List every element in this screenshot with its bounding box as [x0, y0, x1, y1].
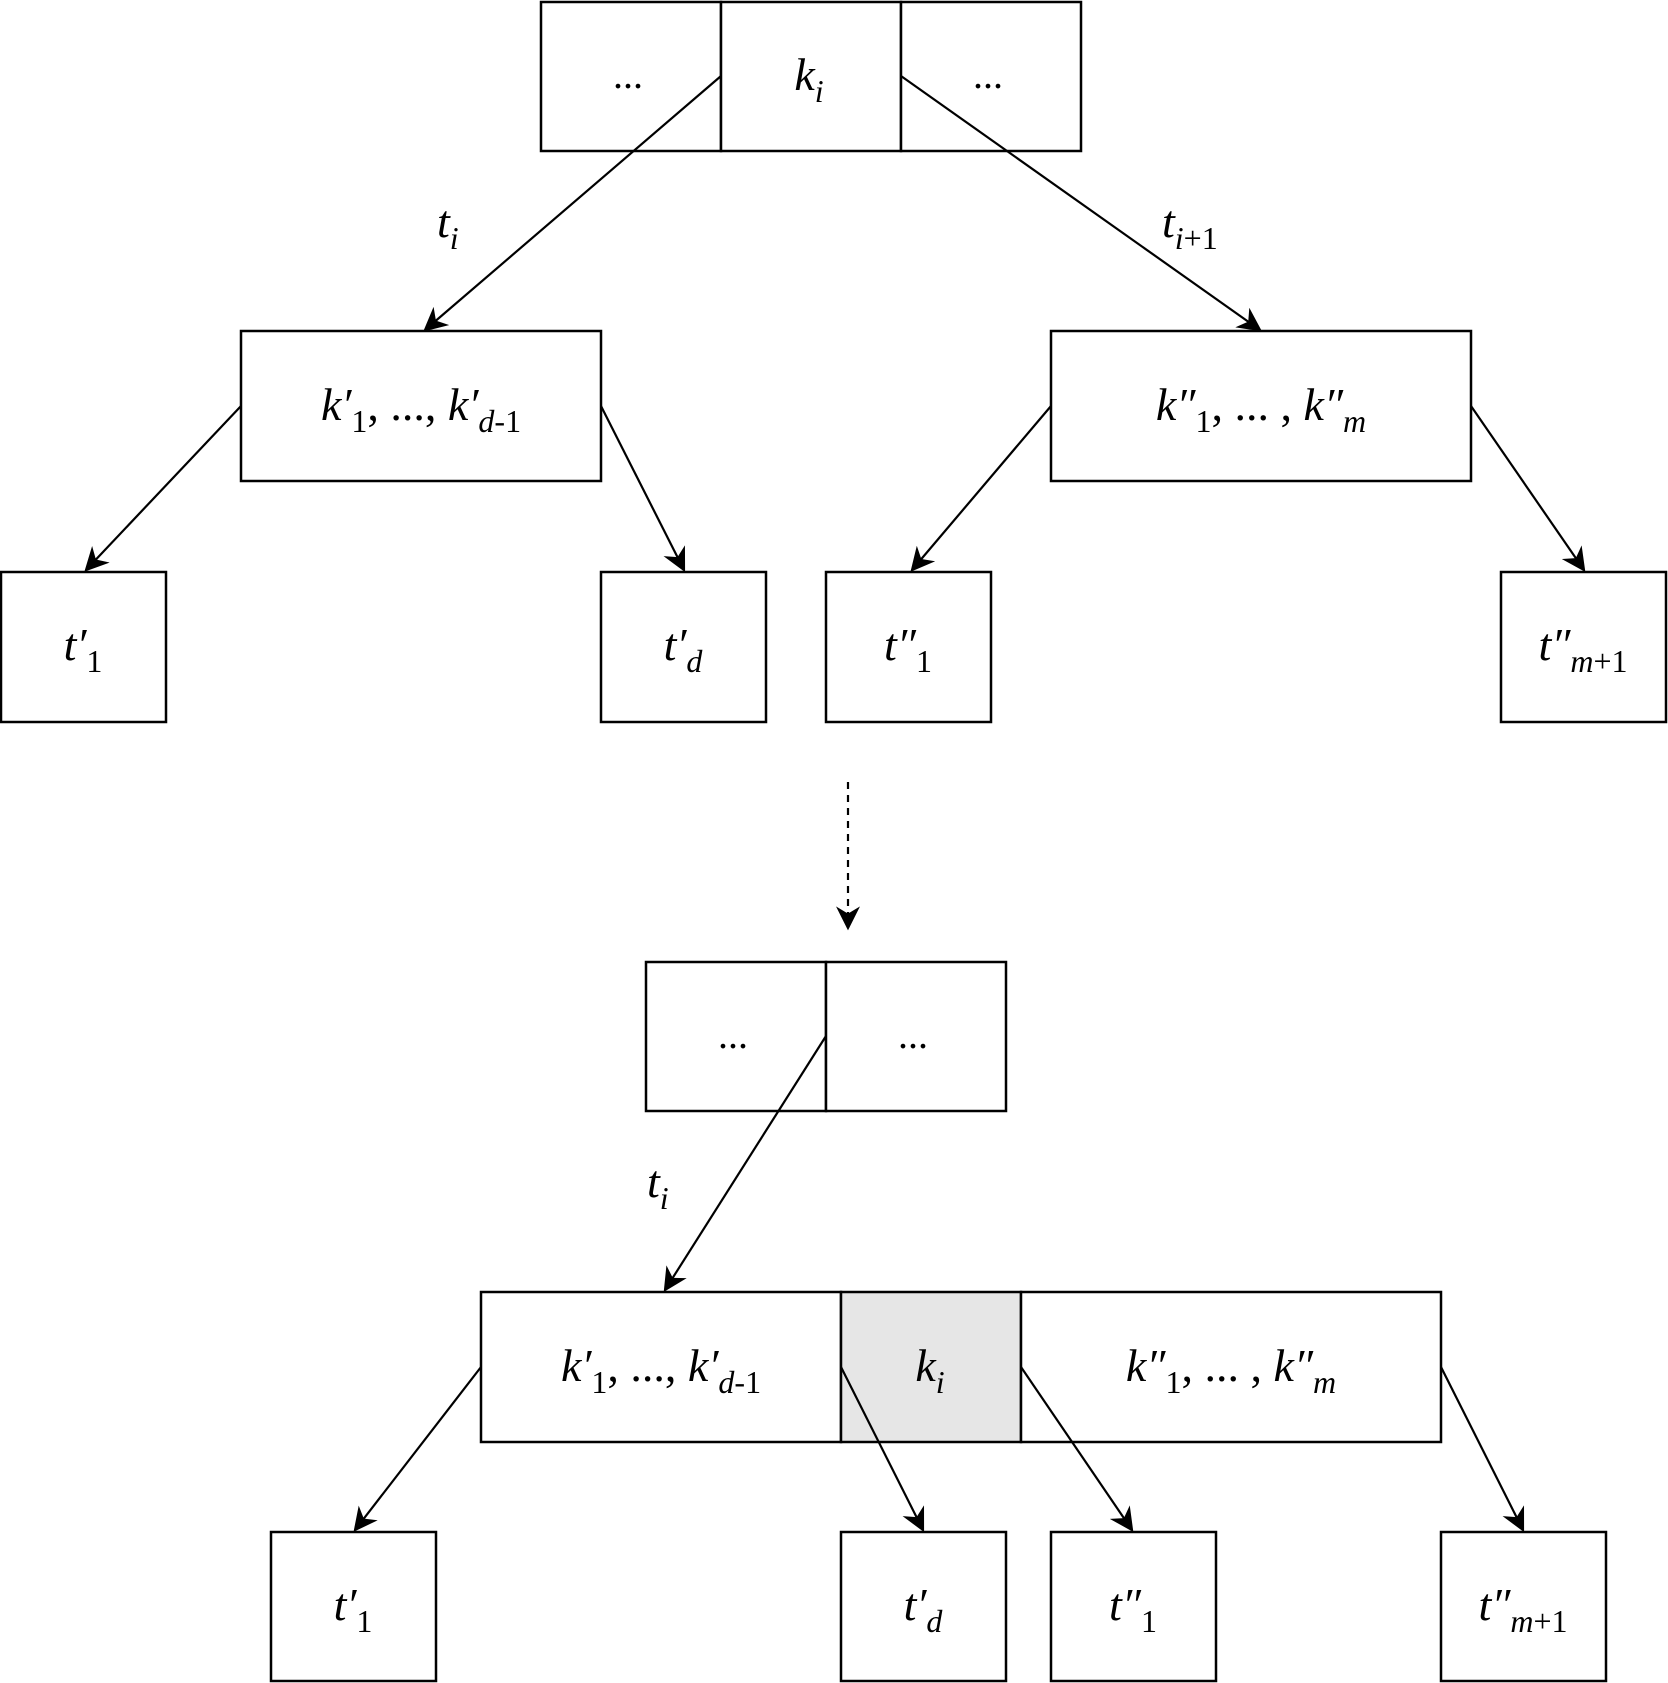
- top-root-left-dots: ...: [613, 52, 643, 97]
- edge-to-bottom-leaf-2: [840, 1366, 925, 1533]
- bottom-root-cell-left: [644, 960, 828, 1113]
- top-leaf-1-label: t′1: [64, 619, 103, 679]
- bottom-leaf-1-label: t′1: [334, 1579, 373, 1639]
- merged-node-left-keys: [479, 1290, 843, 1444]
- edge-bottom-ti-label: ti: [647, 1156, 669, 1216]
- bottom-tree: ... ... ti k′1, ..., k′d-1 ki k″1, ... ,…: [269, 960, 1608, 1683]
- top-root-cell-left: [539, 0, 723, 153]
- merged-node-right-keys: [1019, 1290, 1443, 1444]
- edge-to-bottom-leaf-4: [1440, 1366, 1525, 1533]
- top-root-cell-right: [899, 0, 1083, 153]
- top-tree: ... ki ... ti ti+1 k′1, ..., k′d-1 k″1, …: [0, 0, 1668, 724]
- top-root-node: ... ki ...: [539, 0, 1083, 153]
- top-leaf-1: [0, 570, 168, 724]
- edge-to-bottom-leaf-3: [1020, 1366, 1134, 1532]
- edge-ti-plus-1: [900, 75, 1262, 332]
- bottom-root-left-dots: ...: [718, 1012, 748, 1057]
- top-root-right-dots: ...: [973, 52, 1003, 97]
- top-leaf-2: [599, 570, 768, 724]
- bottom-leaf-3: [1049, 1530, 1218, 1683]
- bottom-root-node: ... ...: [644, 960, 1008, 1113]
- edge-to-top-leaf-4: [1470, 405, 1586, 572]
- top-leaf-4: [1499, 570, 1668, 724]
- bottom-leaf-1: [269, 1530, 438, 1683]
- edge-to-bottom-leaf-1: [353, 1366, 482, 1532]
- top-right-node: [1049, 329, 1473, 483]
- edge-bottom-ti: [663, 1035, 827, 1293]
- bottom-leaf-2-label: t′d: [904, 1579, 944, 1639]
- merged-node-key-label: ki: [915, 1340, 944, 1400]
- edge-to-top-leaf-3: [910, 405, 1052, 572]
- bottom-root-right-dots: ...: [898, 1012, 928, 1057]
- top-right-node-label: k″1, ... , k″m: [1156, 379, 1366, 439]
- edge-ti-label: ti: [437, 196, 459, 256]
- merged-node: k′1, ..., k′d-1 ki k″1, ... , k″m: [479, 1290, 1443, 1444]
- edge-to-top-leaf-2: [600, 405, 686, 573]
- merged-node-separator-key: [839, 1290, 1023, 1444]
- bottom-leaf-2: [839, 1530, 1008, 1683]
- merged-node-right-label: k″1, ... , k″m: [1126, 1340, 1336, 1400]
- top-root-cell-key: [719, 0, 903, 153]
- top-leaf-3: [824, 570, 993, 724]
- edge-ti-plus-1-label: ti+1: [1162, 196, 1218, 256]
- edge-ti: [423, 75, 722, 332]
- edge-to-top-leaf-1: [84, 405, 242, 572]
- bottom-leaf-4: [1439, 1530, 1608, 1683]
